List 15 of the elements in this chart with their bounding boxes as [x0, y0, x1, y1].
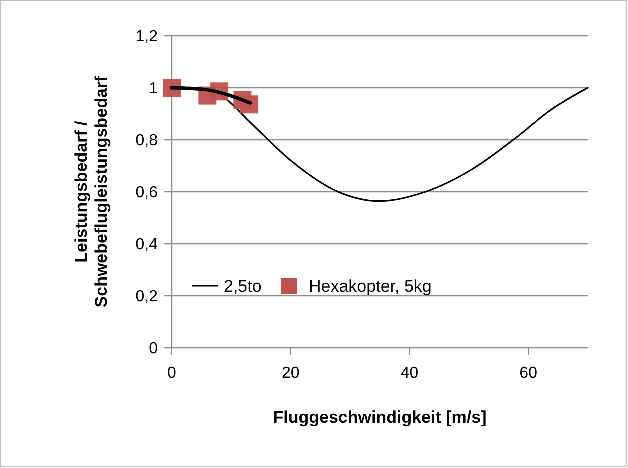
y-tick-label: 1,2	[136, 28, 158, 46]
y-tick-label: 0,6	[136, 184, 158, 202]
y-tick-label: 0	[149, 340, 158, 358]
x-tick-label: 0	[168, 365, 177, 382]
legend-label: Hexakopter, 5kg	[309, 276, 432, 296]
y-tick-label: 0,2	[136, 288, 158, 306]
legend-label: 2,5to	[224, 276, 262, 296]
y-tick-label: 0,8	[136, 132, 158, 150]
y-tick-label: 1	[149, 80, 158, 98]
x-tick-label: 20	[282, 365, 300, 382]
x-axis-title: Fluggeschwindigkeit [m/s]	[273, 408, 487, 427]
y-tick-label: 0,4	[136, 236, 158, 254]
x-tick-label: 40	[400, 365, 419, 382]
x-tick-label: 60	[520, 365, 538, 382]
y-axis-title: Leistungsbedarf / Schwebeflugleistungsbedarf	[72, 76, 112, 308]
